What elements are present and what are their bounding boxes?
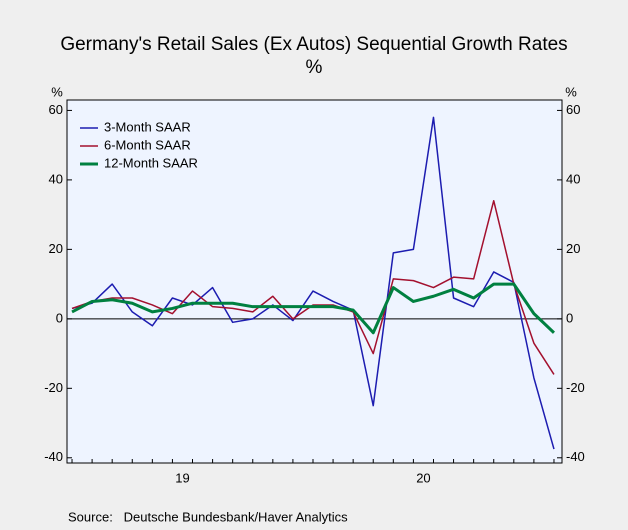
series-line bbox=[71, 116, 555, 450]
y2-tick-label: 60 bbox=[566, 102, 580, 117]
series-line bbox=[71, 199, 555, 375]
y-tick-label: 40 bbox=[49, 171, 63, 186]
legend-label: 3-Month SAAR bbox=[104, 119, 191, 134]
y2-tick-label: -40 bbox=[566, 449, 585, 464]
series-line bbox=[71, 282, 556, 335]
y2-tick-label: 20 bbox=[566, 241, 580, 256]
chart-subtitle: % bbox=[306, 57, 323, 78]
chart-title: Germany's Retail Sales (Ex Autos) Sequen… bbox=[60, 34, 567, 55]
y-axis-label: % bbox=[51, 84, 63, 99]
y2-axis-label: % bbox=[565, 84, 577, 99]
y2-tick-label: 40 bbox=[566, 171, 580, 186]
x-tick-label: 20 bbox=[416, 470, 430, 485]
y2-tick-label: 0 bbox=[566, 310, 573, 325]
legend-label: 6-Month SAAR bbox=[104, 137, 191, 152]
y-tick-label: -20 bbox=[44, 380, 63, 395]
source: Source: Deutsche Bundesbank/Haver Analyt… bbox=[68, 509, 348, 524]
y2-tick-label: -20 bbox=[566, 380, 585, 395]
y-tick-label: 0 bbox=[56, 310, 63, 325]
legend-label: 12-Month SAAR bbox=[104, 155, 198, 170]
y-tick-label: -40 bbox=[44, 449, 63, 464]
x-tick-label: 19 bbox=[175, 470, 189, 485]
plot-area bbox=[66, 99, 563, 464]
y-tick-label: 20 bbox=[49, 241, 63, 256]
y-tick-label: 60 bbox=[49, 102, 63, 117]
